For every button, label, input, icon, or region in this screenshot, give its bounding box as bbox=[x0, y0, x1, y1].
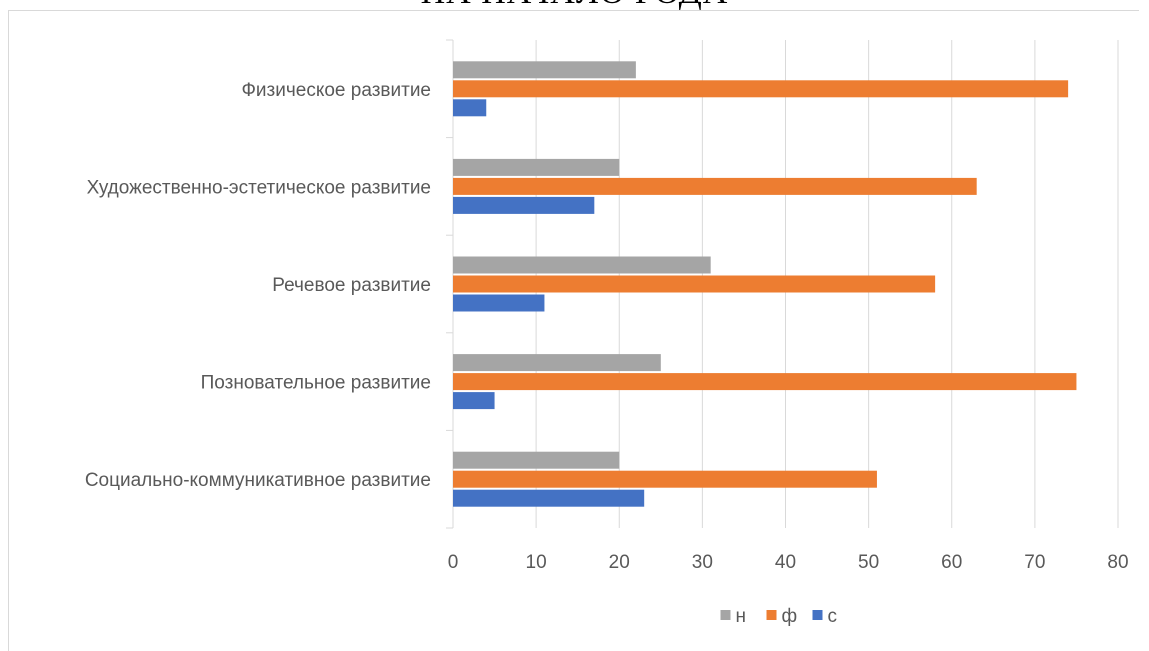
legend-swatch-с bbox=[813, 610, 823, 620]
bar-н-3 bbox=[453, 257, 711, 274]
x-tick-label: 80 bbox=[1107, 552, 1128, 573]
legend-swatch-н bbox=[721, 610, 731, 620]
bar-н-5 bbox=[453, 61, 636, 78]
bar-ф-2 bbox=[453, 373, 1076, 390]
bar-с-1 bbox=[453, 490, 644, 507]
bar-н-4 bbox=[453, 159, 619, 176]
x-tick-label: 20 bbox=[609, 552, 630, 573]
bar-с-4 bbox=[453, 197, 594, 214]
bar-ф-4 bbox=[453, 178, 977, 195]
bar-с-5 bbox=[453, 99, 486, 116]
x-tick-label: 30 bbox=[692, 552, 713, 573]
legend-swatch-ф bbox=[767, 610, 777, 620]
x-tick-label: 50 bbox=[858, 552, 879, 573]
bar-н-2 bbox=[453, 354, 661, 371]
x-tick-label: 10 bbox=[526, 552, 547, 573]
x-tick-label: 40 bbox=[775, 552, 796, 573]
x-tick-label: 0 bbox=[448, 552, 459, 573]
category-label: Речевое развитие bbox=[272, 275, 431, 296]
bar-н-1 bbox=[453, 452, 619, 469]
legend-label-ф: ф bbox=[782, 606, 798, 627]
bar-с-2 bbox=[453, 392, 495, 409]
x-tick-label: 70 bbox=[1024, 552, 1045, 573]
x-tick-label: 60 bbox=[941, 552, 962, 573]
category-label: Физическое развитие bbox=[241, 80, 431, 101]
bar-ф-3 bbox=[453, 276, 935, 293]
category-label: Социально-коммуникативное развитие bbox=[85, 470, 431, 491]
category-label: Художественно-эстетическое развитие bbox=[87, 177, 431, 198]
bar-ф-1 bbox=[453, 471, 877, 488]
legend-label-н: н bbox=[736, 606, 747, 627]
bar-ф-5 bbox=[453, 80, 1068, 97]
legend-label-с: с bbox=[828, 606, 838, 627]
category-label: Позновательное развитие bbox=[201, 373, 431, 394]
bar-с-3 bbox=[453, 295, 544, 312]
